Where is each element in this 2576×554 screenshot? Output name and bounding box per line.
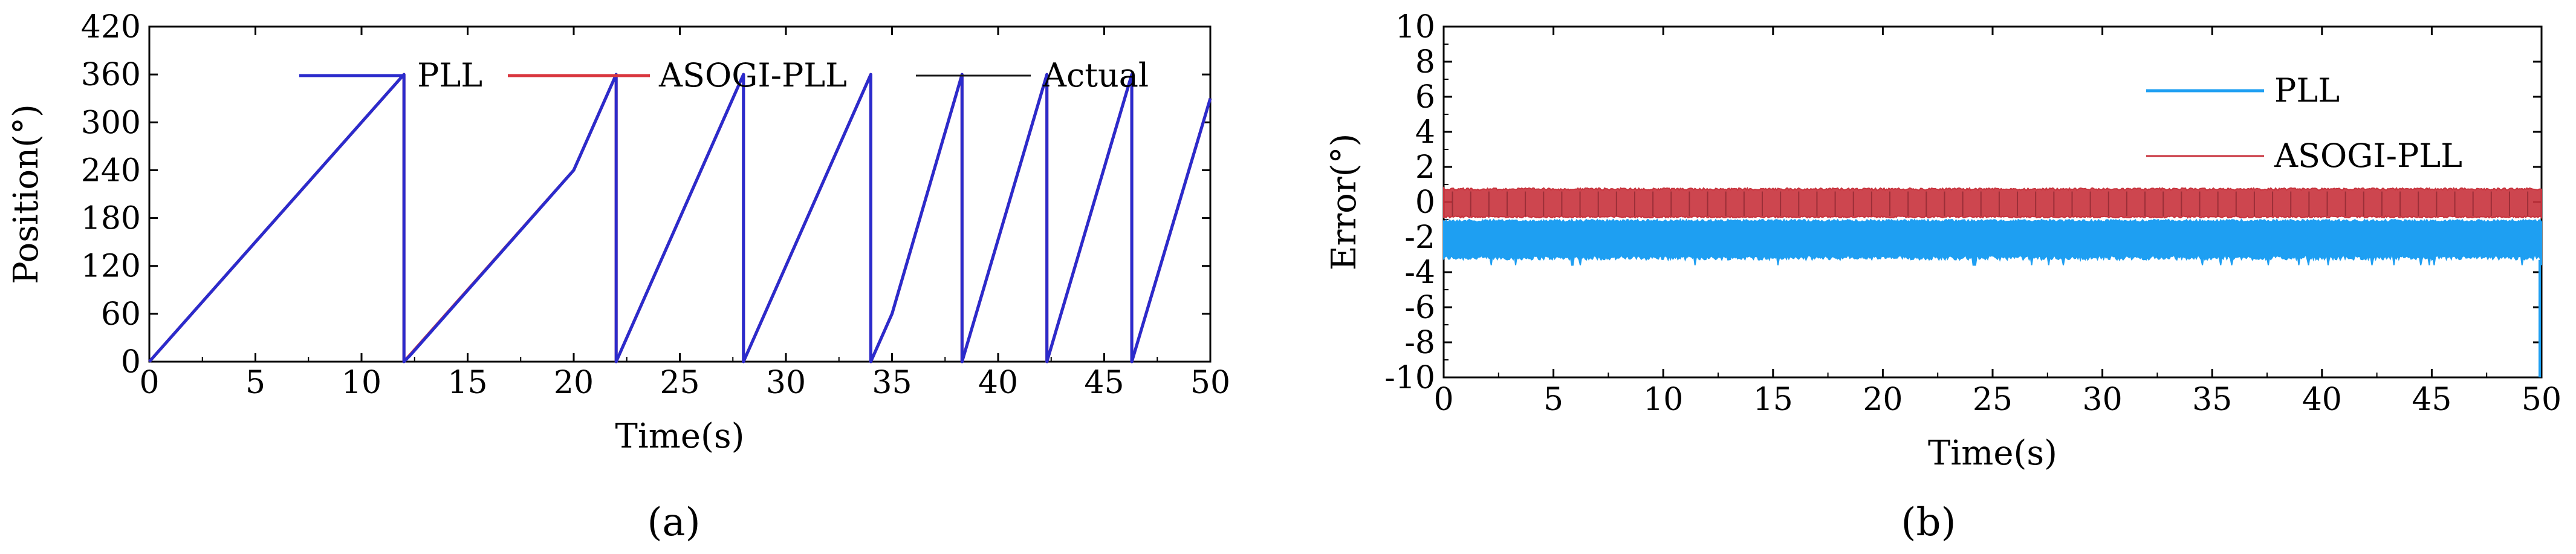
y-axis-label: Position(°) bbox=[7, 104, 46, 284]
x-tick-label: 30 bbox=[766, 365, 806, 401]
series-band-asogi-pll bbox=[1443, 186, 2542, 220]
y-tick-label: -4 bbox=[1404, 255, 1435, 291]
x-tick-label: 0 bbox=[139, 365, 159, 401]
y-tick-label: 2 bbox=[1415, 149, 1435, 186]
y-axis-label: Error(°) bbox=[1325, 134, 1364, 271]
legend-label-actual: Actual bbox=[1042, 56, 1149, 94]
y-tick-label: 60 bbox=[101, 296, 141, 333]
x-tick-label: 40 bbox=[2302, 382, 2342, 418]
x-tick-label: 35 bbox=[2192, 382, 2232, 418]
x-tick-label: 15 bbox=[1753, 382, 1793, 418]
series-line-pll bbox=[148, 73, 1212, 363]
y-tick-label: -8 bbox=[1404, 325, 1435, 361]
caption-a: (a) bbox=[647, 500, 700, 545]
legend-label-asogi-pll: ASOGI-PLL bbox=[658, 56, 847, 94]
y-tick-label: -2 bbox=[1404, 220, 1435, 256]
x-tick-label: 45 bbox=[2412, 382, 2451, 418]
x-tick-label: 0 bbox=[1433, 382, 1453, 418]
x-tick-label: 45 bbox=[1084, 365, 1124, 401]
x-tick-label: 25 bbox=[660, 365, 699, 401]
x-tick-label: 10 bbox=[342, 365, 381, 401]
x-tick-label: 50 bbox=[1190, 365, 1230, 401]
x-tick-label: 5 bbox=[1543, 382, 1563, 418]
y-tick-label: -10 bbox=[1384, 360, 1435, 396]
x-tick-label: 15 bbox=[447, 365, 487, 401]
y-tick-label: 300 bbox=[81, 105, 141, 141]
y-tick-label: 4 bbox=[1415, 114, 1435, 151]
caption-b: (b) bbox=[1901, 500, 1956, 545]
x-tick-label: 50 bbox=[2522, 382, 2561, 418]
x-axis-label: Time(s) bbox=[615, 417, 745, 456]
x-tick-label: 5 bbox=[245, 365, 265, 401]
panel-a-position: 0 5 10 15 20 25 30 35 40 45 50 0 60 120 180 240 300 360 42… bbox=[7, 9, 1230, 545]
y-tick-label: 420 bbox=[81, 9, 141, 45]
y-tick-label: 360 bbox=[81, 57, 141, 93]
panel-b-error: 0 5 10 15 20 25 30 35 40 45 50-10-8-6-4-20246810Ti… bbox=[1325, 9, 2561, 545]
x-tick-label: 40 bbox=[978, 365, 1018, 401]
x-tick-label: 20 bbox=[554, 365, 594, 401]
y-tick-label: -6 bbox=[1404, 290, 1435, 326]
y-tick-label: 0 bbox=[121, 344, 141, 380]
legend-label-pll: PLL bbox=[2274, 71, 2340, 109]
x-tick-label: 35 bbox=[872, 365, 912, 401]
x-tick-label: 10 bbox=[1643, 382, 1683, 418]
y-tick-label: 8 bbox=[1415, 44, 1435, 80]
y-tick-label: 0 bbox=[1415, 184, 1435, 221]
y-tick-label: 240 bbox=[81, 152, 141, 189]
legend-label-pll: PLL bbox=[417, 56, 482, 94]
x-tick-label: 25 bbox=[1973, 382, 2013, 418]
y-tick-label: 6 bbox=[1415, 79, 1435, 116]
series-band-pll bbox=[1443, 218, 2542, 266]
x-tick-label: 20 bbox=[1863, 382, 1903, 418]
x-tick-label: 30 bbox=[2083, 382, 2123, 418]
x-axis-label: Time(s) bbox=[1928, 434, 2057, 473]
y-tick-label: 180 bbox=[81, 201, 141, 237]
legend-label-asogi-pll: ASOGI-PLL bbox=[2274, 137, 2462, 175]
y-tick-label: 120 bbox=[81, 249, 141, 285]
y-tick-label: 10 bbox=[1395, 9, 1435, 45]
